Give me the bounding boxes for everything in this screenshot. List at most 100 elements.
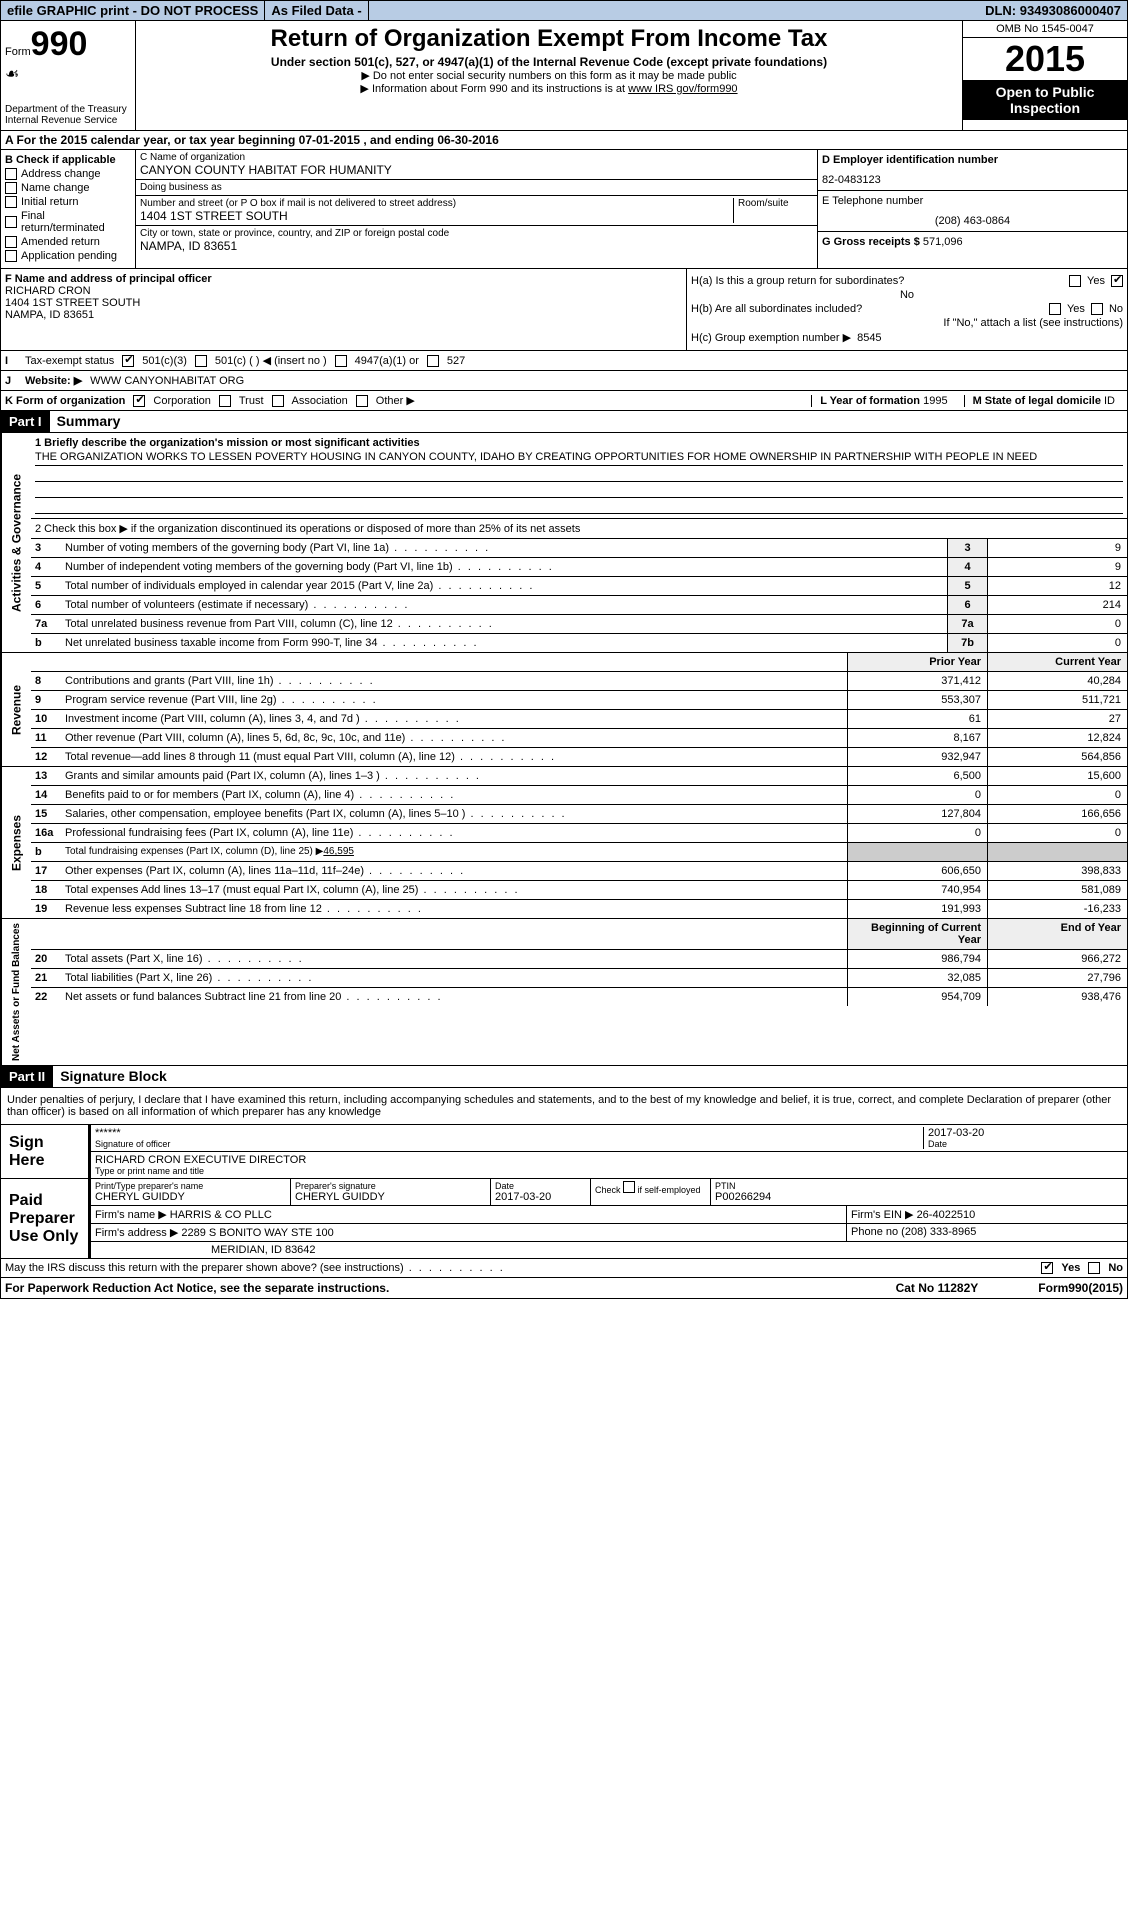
part-ii-bar: Part II Signature Block (0, 1066, 1128, 1088)
firm-name: HARRIS & CO PLLC (170, 1209, 272, 1221)
section-b-c-d: B Check if applicable Address change Nam… (0, 150, 1128, 269)
chk-527[interactable] (427, 355, 439, 367)
activities-governance: Activities & Governance 1 Briefly descri… (0, 433, 1128, 653)
row-i: I Tax-exempt status 501(c)(3) 501(c) ( )… (0, 351, 1128, 371)
i-label: Tax-exempt status (25, 355, 114, 367)
prep-name: CHERYL GUIDDY (95, 1191, 286, 1203)
street: 1404 1ST STREET SOUTH (140, 209, 733, 223)
irs-link[interactable]: www IRS gov/form990 (628, 83, 737, 95)
gross-cell: G Gross receipts $ 571,096 (818, 232, 1127, 252)
row-j: J Website: ▶ WWW CANYONHABITAT ORG (0, 371, 1128, 391)
instr-2: ▶ Information about Form 990 and its ins… (148, 82, 950, 95)
rev-hdr: Prior Year Current Year (31, 653, 1127, 672)
chk-trust[interactable] (219, 395, 231, 407)
footer: For Paperwork Reduction Act Notice, see … (0, 1278, 1128, 1299)
sig-stars: ****** (95, 1127, 923, 1139)
net-hdr: Beginning of Current Year End of Year (31, 919, 1127, 950)
hb-no[interactable] (1091, 303, 1103, 315)
chk-app[interactable]: Application pending (5, 250, 131, 262)
ha-no[interactable] (1111, 275, 1123, 287)
ein-cell: D Employer identification number 82-0483… (818, 150, 1127, 191)
ha-yes[interactable] (1069, 275, 1081, 287)
org-name: CANYON COUNTY HABITAT FOR HUMANITY (140, 163, 813, 177)
sub-title: Under section 501(c), 527, or 4947(a)(1)… (148, 55, 950, 69)
tax-year: 2015 (963, 38, 1127, 80)
prep-date: 2017-03-20 (495, 1191, 586, 1203)
discuss-row: May the IRS discuss this return with the… (0, 1259, 1128, 1278)
city-cell: City or town, state or province, country… (136, 226, 817, 255)
ha-answer: No (691, 289, 1123, 301)
data-row: 9Program service revenue (Part VIII, lin… (31, 691, 1127, 710)
discuss-yes[interactable] (1041, 1262, 1053, 1274)
row-a: A For the 2015 calendar year, or tax yea… (0, 131, 1128, 150)
open-inspection: Open to Public Inspection (963, 80, 1127, 120)
chk-init[interactable]: Initial return (5, 196, 131, 208)
gov-row: 6Total number of volunteers (estimate if… (31, 596, 1127, 615)
h-c: H(c) Group exemption number ▶ 8545 (691, 331, 1123, 344)
hb-yes[interactable] (1049, 303, 1061, 315)
data-row: 10Investment income (Part VIII, column (… (31, 710, 1127, 729)
sign-here: Sign Here ****** Signature of officer 20… (0, 1125, 1128, 1179)
vert-exp: Expenses (1, 767, 31, 918)
top-bar: efile GRAPHIC print - DO NOT PROCESS As … (0, 0, 1128, 21)
expenses: Expenses 13Grants and similar amounts pa… (0, 767, 1128, 919)
hb-note: If "No," attach a list (see instructions… (691, 317, 1123, 329)
officer-sig-name: RICHARD CRON EXECUTIVE DIRECTOR (95, 1154, 1123, 1166)
firm-phone: (208) 333-8965 (901, 1226, 976, 1238)
chk-501c3[interactable] (122, 355, 134, 367)
discuss-no[interactable] (1088, 1262, 1100, 1274)
part-ii-title: Signature Block (60, 1068, 167, 1084)
data-row: 22Net assets or fund balances Subtract l… (31, 988, 1127, 1006)
website[interactable]: WWW CANYONHABITAT ORG (90, 375, 244, 387)
data-row: 16aProfessional fundraising fees (Part I… (31, 824, 1127, 843)
prep-label: Paid Preparer Use Only (1, 1179, 91, 1258)
data-row: 15Salaries, other compensation, employee… (31, 805, 1127, 824)
gov-row: 4Number of independent voting members of… (31, 558, 1127, 577)
chk-corp[interactable] (133, 395, 145, 407)
dept: Department of the Treasury (5, 104, 131, 115)
chk-other[interactable] (356, 395, 368, 407)
phone-cell: E Telephone number (208) 463-0864 (818, 191, 1127, 232)
b-header: B Check if applicable (5, 154, 131, 166)
data-row: 20Total assets (Part X, line 16)986,7949… (31, 950, 1127, 969)
chk-name[interactable]: Name change (5, 182, 131, 194)
col-d: D Employer identification number 82-0483… (817, 150, 1127, 268)
vert-net: Net Assets or Fund Balances (1, 919, 31, 1065)
main-title: Return of Organization Exempt From Incom… (148, 25, 950, 53)
chk-501c[interactable] (195, 355, 207, 367)
h-a: H(a) Is this a group return for subordin… (691, 275, 1123, 287)
prep-row-1: Print/Type preparer's nameCHERYL GUIDDY … (91, 1179, 1127, 1206)
chk-assoc[interactable] (272, 395, 284, 407)
officer-addr1: 1404 1ST STREET SOUTH (5, 297, 682, 309)
data-row: bTotal fundraising expenses (Part IX, co… (31, 843, 1127, 862)
omb: OMB No 1545-0047 (963, 21, 1127, 38)
chk-final[interactable]: Final return/terminated (5, 210, 131, 234)
data-row: 11Other revenue (Part VIII, column (A), … (31, 729, 1127, 748)
cat-no: Cat No 11282Y (896, 1281, 979, 1295)
gov-row: bNet unrelated business taxable income f… (31, 634, 1127, 652)
street-cell: Number and street (or P O box if mail is… (136, 196, 817, 226)
mission-text: THE ORGANIZATION WORKS TO LESSEN POVERTY… (35, 449, 1123, 466)
chk-self-emp[interactable]: Check if self-employed (595, 1185, 701, 1195)
chk-4947[interactable] (335, 355, 347, 367)
part-i-bar: Part I Summary (0, 411, 1128, 433)
gross-receipts: 571,096 (923, 236, 963, 248)
firm-addr2: MERIDIAN, ID 83642 (91, 1242, 1127, 1258)
sig-date: 2017-03-20 (928, 1127, 1119, 1139)
data-row: 19Revenue less expenses Subtract line 18… (31, 900, 1127, 918)
officer-addr2: NAMPA, ID 83651 (5, 309, 682, 321)
instr-1: ▶ Do not enter social security numbers o… (148, 69, 950, 82)
chk-addr[interactable]: Address change (5, 168, 131, 180)
phone: (208) 463-0864 (822, 215, 1123, 227)
fgh-row: F Name and address of principal officer … (0, 269, 1128, 351)
form-col: Form990 ☙ Department of the Treasury Int… (1, 21, 136, 130)
data-row: 17Other expenses (Part IX, column (A), l… (31, 862, 1127, 881)
irs: Internal Revenue Service (5, 115, 131, 126)
domicile: ID (1104, 395, 1115, 407)
firm-ein: 26-4022510 (917, 1209, 976, 1221)
chk-amend[interactable]: Amended return (5, 236, 131, 248)
data-row: 14Benefits paid to or for members (Part … (31, 786, 1127, 805)
part-ii-hdr: Part II (1, 1066, 53, 1087)
form-number: 990 (31, 25, 88, 63)
data-row: 12Total revenue—add lines 8 through 11 (… (31, 748, 1127, 766)
